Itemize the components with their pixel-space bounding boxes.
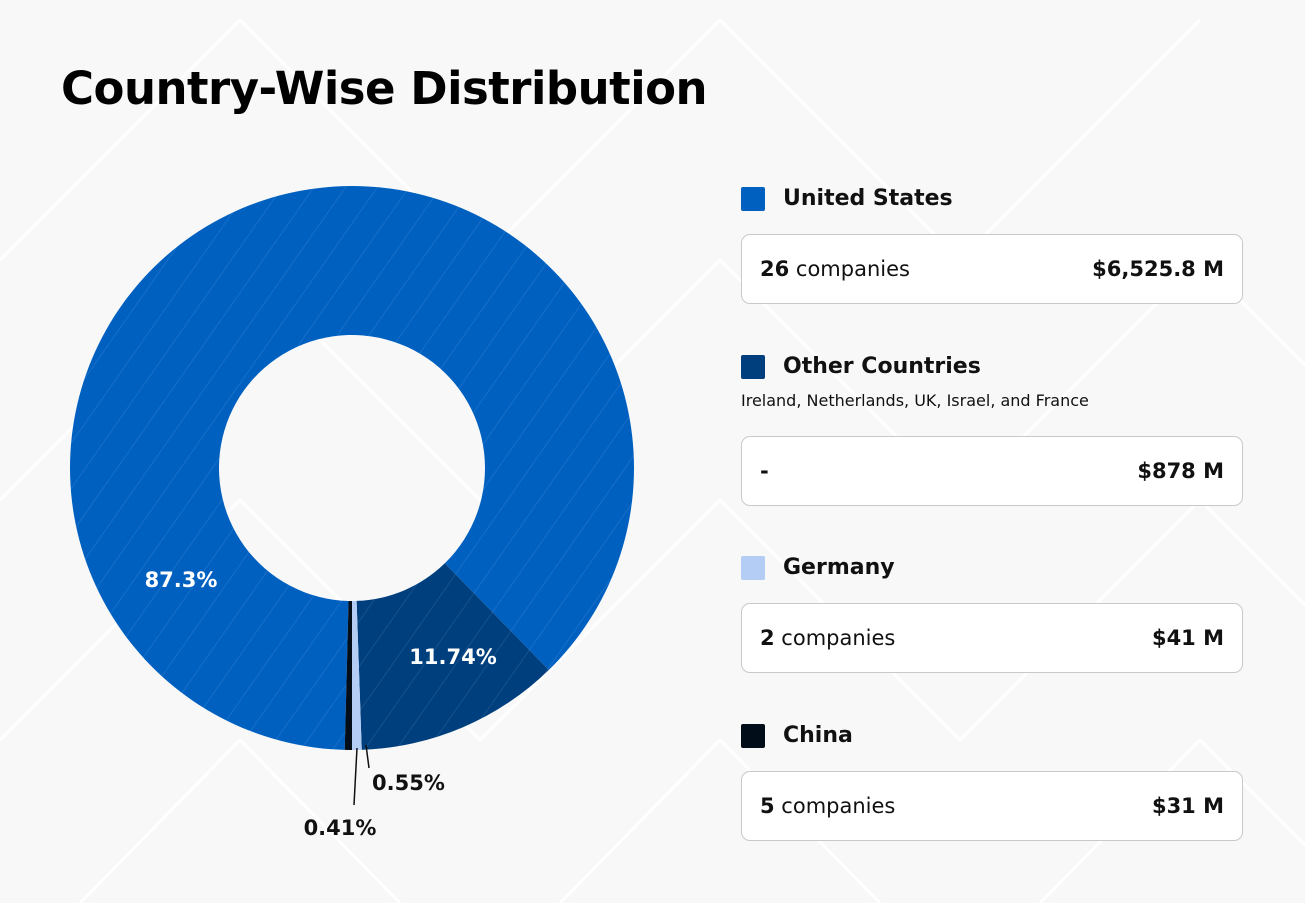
data-label-china: 0.41%	[304, 816, 377, 840]
slice-other-countries-texture	[356, 563, 549, 750]
companies-count: 5 companies	[760, 794, 896, 818]
companies-count: -	[760, 459, 769, 483]
legend-card: 26 companies $6,525.8 M	[741, 234, 1243, 304]
legend-swatch	[741, 724, 765, 748]
chart-title: Country-Wise Distribution	[61, 62, 708, 115]
slice-united-states-texture	[69, 185, 634, 750]
data-label-united-states: 87.3%	[145, 568, 218, 592]
data-label-germany: 0.55%	[372, 771, 445, 795]
legend-card: 5 companies $31 M	[741, 771, 1243, 841]
amount: $31 M	[1151, 794, 1224, 818]
leader-line-germany	[365, 744, 370, 769]
data-label-other-countries: 11.74%	[409, 645, 496, 669]
legend-swatch	[741, 355, 765, 379]
donut-chart: 87.3% 11.74% 0.55% 0.41%	[69, 185, 634, 840]
amount: $41 M	[1151, 626, 1224, 650]
legend-card: 2 companies $41 M	[741, 603, 1243, 673]
slice-china	[344, 600, 352, 750]
amount: $6,525.8 M	[1092, 257, 1224, 281]
legend-card: - $878 M	[741, 436, 1243, 506]
companies-count: 2 companies	[760, 626, 896, 650]
companies-count: 26 companies	[760, 257, 910, 281]
legend-swatch	[741, 187, 765, 211]
legend-subtitle: Ireland, Netherlands, UK, Israel, and Fr…	[741, 391, 1089, 410]
amount: $878 M	[1137, 459, 1224, 483]
legend-name: Germany	[783, 555, 895, 580]
legend-swatch	[741, 556, 765, 580]
legend-name: Other Countries	[783, 354, 981, 379]
legend-name: China	[783, 723, 853, 748]
leader-line-china	[353, 747, 358, 806]
legend-name: United States	[783, 186, 953, 211]
slice-germany	[352, 600, 362, 750]
